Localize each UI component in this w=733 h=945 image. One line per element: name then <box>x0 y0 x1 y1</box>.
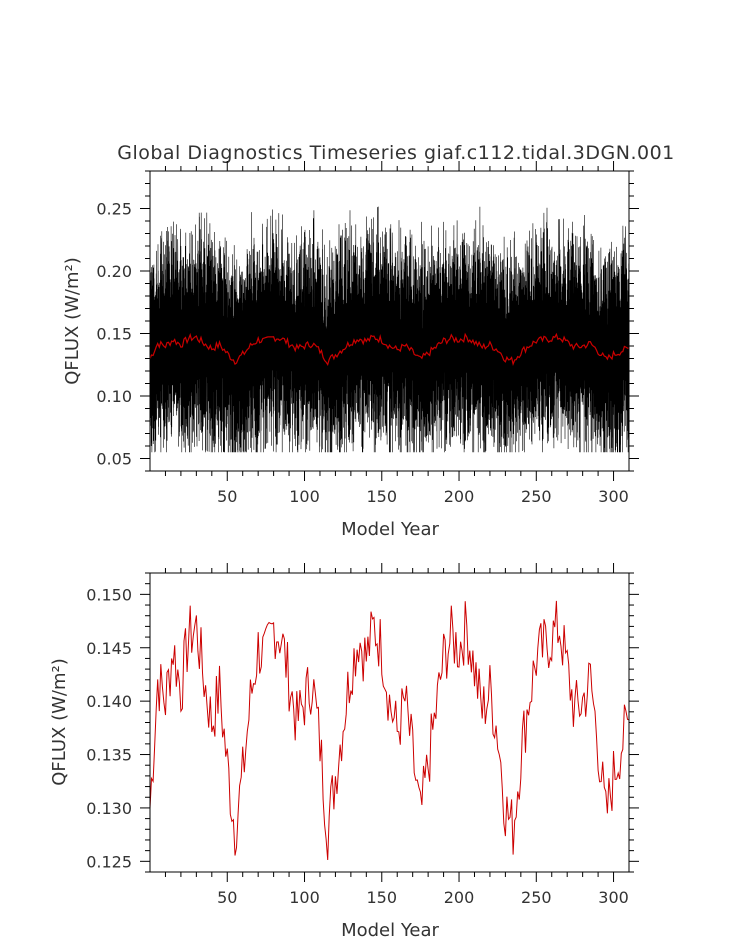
top-x-axis-label: Model Year <box>341 519 439 540</box>
top-panel: 50 100 150 200 250 300 0.05 0.10 0.15 0.20 0.25 Mo… <box>62 161 639 540</box>
top-x-tick-label: 250 <box>521 487 552 506</box>
top-y-tick-label: 0.25 <box>96 200 132 219</box>
top-y-tick-label: 0.15 <box>96 325 132 344</box>
bottom-x-axis-label: Model Year <box>341 920 439 941</box>
bottom-x-tick-label: 150 <box>367 888 398 907</box>
bottom-x-tick-label: 50 <box>217 888 237 907</box>
bottom-annual-mean-line <box>149 600 630 861</box>
top-y-axis-label: QFLUX (W/m²) <box>62 257 83 385</box>
top-y-tick-label: 0.20 <box>96 262 132 281</box>
bottom-y-axis-label: QFLUX (W/m²) <box>49 658 70 786</box>
bottom-y-tick-label: 0.135 <box>86 746 132 765</box>
top-x-tick-label: 100 <box>289 487 320 506</box>
bottom-y-tick-label: 0.150 <box>86 585 132 604</box>
bottom-y-tick-label: 0.125 <box>86 852 132 871</box>
bottom-x-tick-label: 200 <box>444 888 475 907</box>
top-x-tick-label: 50 <box>217 487 237 506</box>
top-x-tick-label: 200 <box>444 487 475 506</box>
bottom-x-tick-label: 300 <box>598 888 629 907</box>
bottom-panel: 50 100 150 200 250 300 0.125 0.130 0.135 0.140 0.1… <box>49 563 639 941</box>
bottom-x-tick-label: 250 <box>521 888 552 907</box>
bottom-ticks-layer: 50 100 150 200 250 300 0.125 0.130 0.135 0.140 0.1… <box>86 563 639 907</box>
top-x-tick-label: 150 <box>367 487 398 506</box>
top-annual-mean-line <box>149 332 630 367</box>
bottom-y-tick-label: 0.130 <box>86 799 132 818</box>
top-ticks-layer: 50 100 150 200 250 300 0.05 0.10 0.15 0.20 0.25 <box>96 161 639 506</box>
top-series-layer <box>149 206 630 453</box>
bottom-x-tick-label: 100 <box>289 888 320 907</box>
top-y-tick-label: 0.10 <box>96 387 132 406</box>
top-x-tick-label: 300 <box>598 487 629 506</box>
bottom-series-layer <box>149 600 630 861</box>
top-y-tick-label: 0.05 <box>96 450 132 469</box>
bottom-y-tick-label: 0.140 <box>86 692 132 711</box>
chart-title: Global Diagnostics Timeseries giaf.c112.… <box>117 142 675 164</box>
bottom-y-tick-label: 0.145 <box>86 639 132 658</box>
top-monthly-mean-line <box>149 206 630 453</box>
